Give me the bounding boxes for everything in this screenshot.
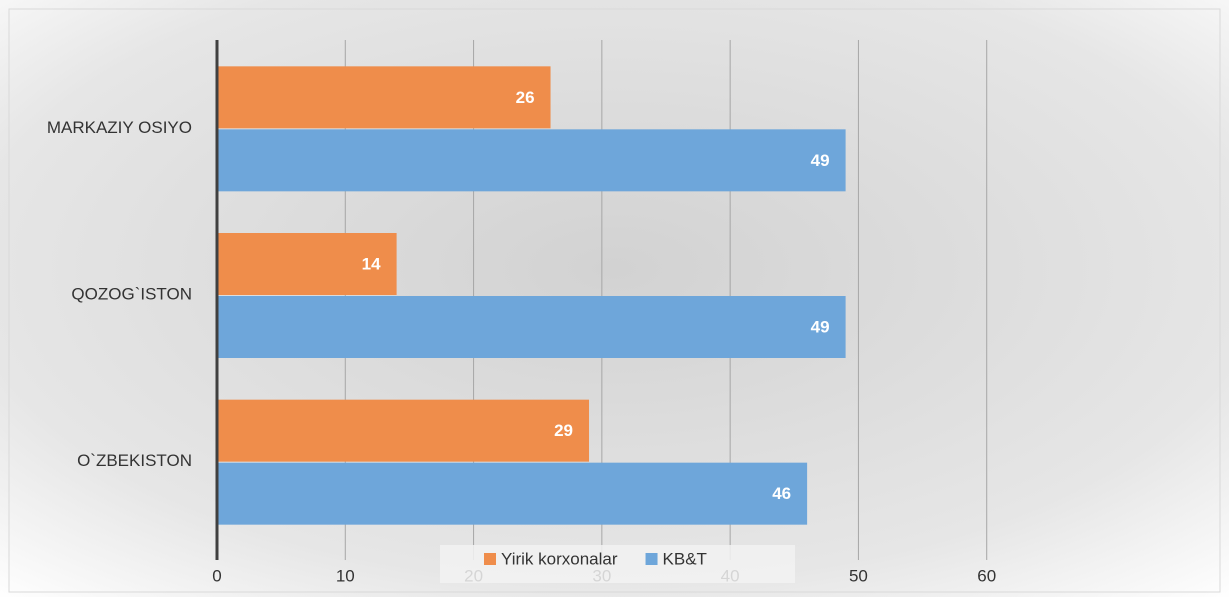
value-label: 46: [772, 484, 791, 503]
legend-label: KB&T: [663, 549, 707, 568]
value-label: 14: [362, 254, 381, 273]
bar: [217, 462, 808, 525]
x-tick-label: 10: [336, 566, 355, 585]
x-tick-label: 0: [212, 566, 221, 585]
legend-label: Yirik korxonalar: [501, 549, 618, 568]
x-tick-label: 60: [977, 566, 996, 585]
value-label: 26: [516, 88, 535, 107]
value-label: 29: [554, 421, 573, 440]
value-label: 49: [811, 317, 830, 336]
legend-swatch: [484, 553, 496, 565]
value-label: 49: [811, 151, 830, 170]
y-tick-label: MARKAZIY OSIYO: [47, 118, 192, 137]
bar: [217, 129, 846, 192]
bar: [217, 399, 590, 462]
y-tick-label: O`ZBEKISTON: [77, 451, 192, 470]
y-tick-label: QOZOG`ISTON: [71, 284, 192, 303]
bar: [217, 66, 551, 129]
chart-border: [8, 8, 1221, 593]
legend-box: [440, 545, 795, 583]
bar: [217, 233, 397, 295]
bar: [217, 296, 846, 358]
legend-swatch: [645, 553, 658, 565]
x-tick-label: 50: [849, 566, 868, 585]
